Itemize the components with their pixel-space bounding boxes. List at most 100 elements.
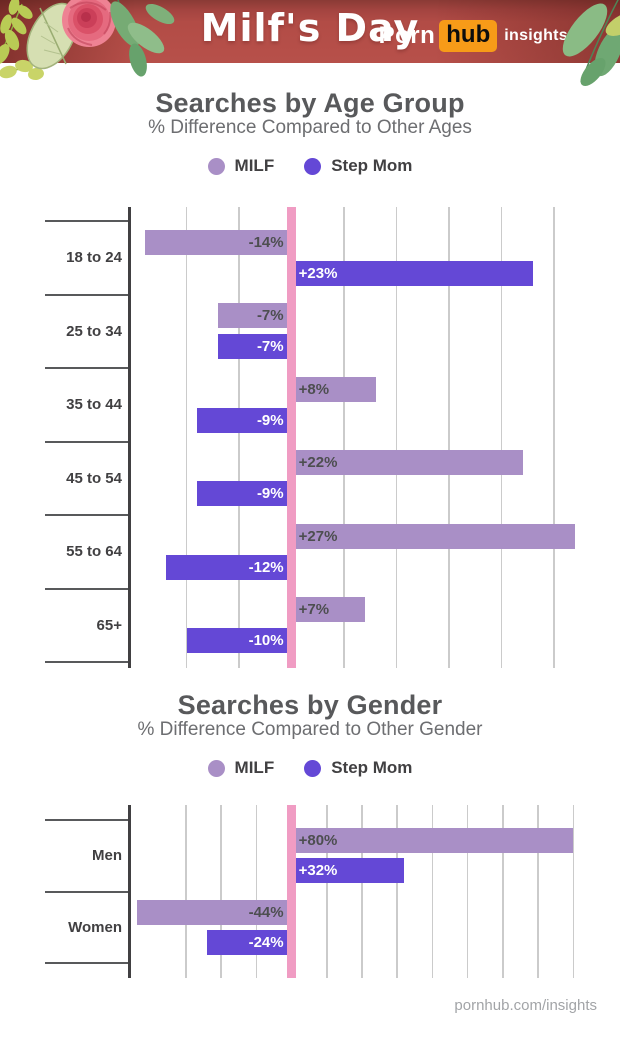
gridline-10: [395, 207, 398, 668]
bar-value-label: +8%: [298, 380, 330, 398]
chart-plot-gender: +80% +32% -44% -24% Men Women: [0, 805, 620, 978]
logo-insights-text: insights: [504, 27, 568, 44]
chart-title-age: Searches by Age Group: [155, 88, 465, 118]
bar-step-mom-women: -24%: [207, 929, 292, 955]
chart-subtitle-gender: % Difference Compared to Other Gender: [137, 719, 483, 740]
legend-label-step-mom: Step Mom: [331, 758, 413, 777]
axis-tick: [45, 962, 130, 964]
bar-milf-55-to-64: +27%: [291, 523, 576, 549]
legend-label-step-mom: Step Mom: [331, 156, 413, 175]
header-banner: Milf's Day Porn hub insights: [0, 0, 620, 63]
bar-milf-35-to-44: +8%: [291, 376, 376, 402]
category-label-55-to-64: 55 to 64: [66, 543, 122, 561]
bar-value-label: -7%: [256, 307, 284, 325]
category-label-men: Men: [92, 847, 122, 865]
bar-step-mom-45-to-54: -9%: [197, 481, 292, 507]
bar-milf-65: +7%: [291, 597, 366, 623]
banner-title: Milf's Day: [200, 6, 420, 50]
axis-tick: [45, 819, 130, 821]
legend-swatch-milf: [207, 759, 225, 777]
axis-line: [128, 207, 131, 668]
axis-line: [128, 805, 131, 978]
category-label-25-to-34: 25 to 34: [66, 322, 122, 340]
gridline--30: [185, 805, 187, 978]
plot-area: +80% +32% -44% -24%: [128, 805, 575, 978]
bar-step-mom-men: +32%: [291, 858, 405, 884]
gridline-70: [537, 805, 539, 978]
gridline-30: [396, 805, 398, 978]
bar-step-mom-18-to-24: +23%: [291, 260, 534, 286]
bar-value-label: +80%: [298, 832, 338, 850]
gridline-50: [466, 805, 469, 978]
bar-step-mom-55-to-64: -12%: [165, 554, 292, 580]
bar-value-label: -10%: [248, 632, 284, 650]
legend-label-milf: MILF: [234, 156, 275, 175]
bar-value-label: -9%: [256, 411, 284, 429]
gridline-40: [431, 805, 434, 978]
gridline--10: [185, 207, 188, 668]
gridline-5: [343, 207, 345, 668]
legend-item-step-mom: Step Mom: [304, 758, 412, 778]
gridline--10: [255, 805, 258, 978]
legend-item-step-mom: Step Mom: [304, 156, 412, 176]
category-label-35-to-44: 35 to 44: [66, 396, 122, 414]
logo-porn-text: Porn: [378, 22, 436, 49]
bar-step-mom-25-to-34: -7%: [218, 334, 292, 360]
bar-value-label: -7%: [256, 338, 284, 356]
bar-step-mom-65: -10%: [186, 628, 292, 654]
category-label-65: 65+: [96, 616, 122, 634]
bar-milf-18-to-24: -14%: [144, 229, 292, 255]
gridline--5: [238, 207, 240, 668]
bar-milf-men: +80%: [291, 828, 574, 854]
legend-item-milf: MILF: [207, 758, 275, 778]
category-label-45-to-54: 45 to 54: [66, 469, 122, 487]
axis-tick: [45, 587, 130, 590]
category-label-18-to-24: 18 to 24: [66, 249, 122, 267]
chart-title-gender: Searches by Gender: [177, 690, 443, 720]
bar-milf-45-to-54: +22%: [291, 450, 523, 476]
axis-tick: [45, 220, 130, 222]
axis-tick: [45, 890, 130, 893]
axis-tick: [45, 661, 130, 663]
bar-step-mom-35-to-44: -9%: [197, 407, 292, 433]
gridline-15: [448, 207, 450, 668]
chart-legend-gender: MILF Step Mom: [0, 758, 620, 778]
bar-value-label: -14%: [248, 233, 284, 251]
legend-label-milf: MILF: [234, 758, 275, 777]
bar-milf-25-to-34: -7%: [218, 303, 292, 329]
axis-tick: [45, 440, 130, 443]
axis-tick: [45, 514, 130, 516]
gridline--20: [220, 805, 222, 978]
gridline-80: [572, 805, 575, 978]
zero-line: [287, 805, 297, 978]
footer-link: pornhub.com/insights: [454, 997, 597, 1014]
axis-tick: [45, 293, 130, 296]
bar-value-label: -24%: [248, 933, 284, 951]
chart-subtitle-age: % Difference Compared to Other Ages: [148, 117, 472, 138]
bar-value-label: +23%: [298, 264, 338, 282]
legend-swatch-step-mom: [304, 759, 322, 777]
gridline-20: [361, 805, 363, 978]
bar-value-label: +32%: [298, 862, 338, 880]
gridline-60: [502, 805, 504, 978]
bar-value-label: +7%: [298, 601, 330, 619]
chart-plot-age: -14% +23% -7% -7% +8% -9% +22% -9% +27% -12% +7% -1…: [0, 207, 620, 668]
plot-area: -14% +23% -7% -7% +8% -9% +22% -9% +27% -12% +7% -1…: [128, 207, 576, 668]
legend-swatch-milf: [207, 157, 225, 175]
gridline-20: [500, 207, 503, 668]
category-label-women: Women: [68, 918, 122, 936]
bar-value-label: +27%: [298, 527, 338, 545]
logo-hub-badge: hub: [439, 20, 498, 52]
gridline-25: [553, 207, 555, 668]
zero-line: [287, 207, 297, 668]
axis-tick: [45, 367, 130, 369]
bar-value-label: -44%: [248, 903, 284, 921]
chart-legend-age: MILF Step Mom: [0, 156, 620, 176]
legend-swatch-step-mom: [304, 157, 322, 175]
bar-value-label: -12%: [248, 558, 284, 576]
bar-value-label: -9%: [256, 485, 284, 503]
bar-milf-women: -44%: [136, 899, 292, 925]
pornhub-insights-logo: Porn hub insights: [379, 20, 568, 52]
gridline-10: [326, 805, 328, 978]
